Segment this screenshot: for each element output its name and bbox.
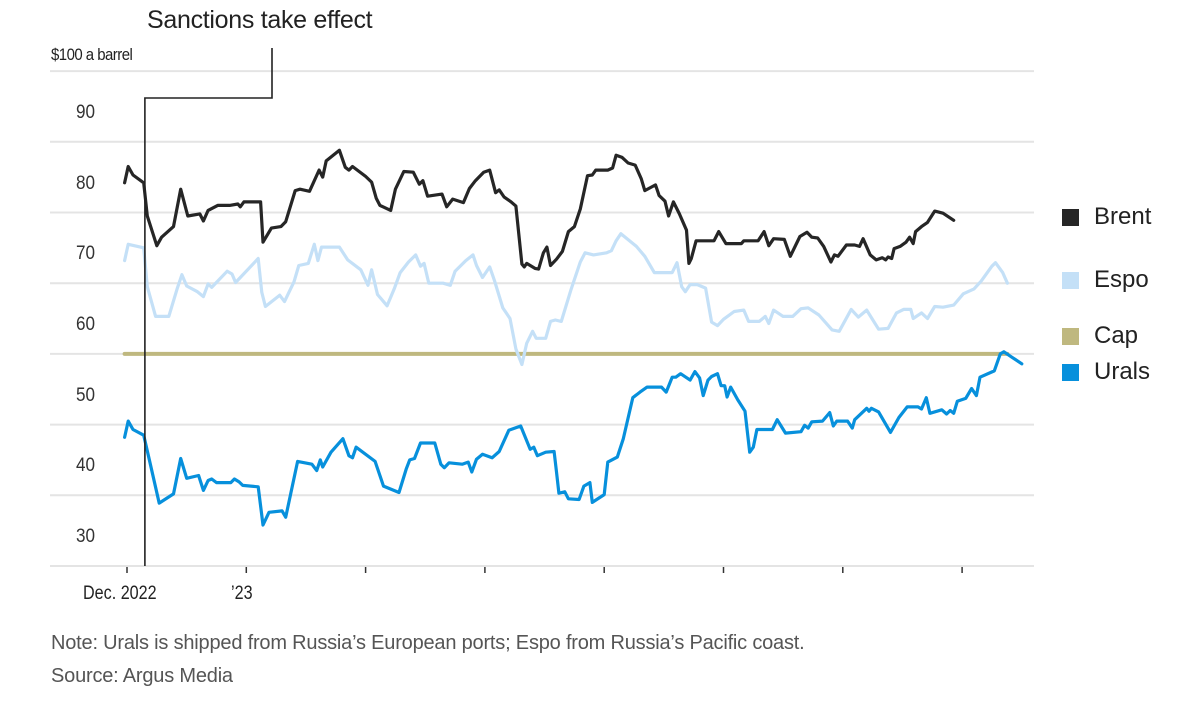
x-axis-ticks [126, 567, 963, 573]
legend-label-espo: Espo [1094, 266, 1149, 293]
legend-label-cap: Cap [1094, 322, 1139, 349]
series-line-espo [123, 232, 1009, 367]
series-lines [122, 148, 1024, 527]
footnote: Note: Urals is shipped from Russia’s Eur… [51, 632, 805, 654]
legend-swatch-brent [1062, 208, 1079, 226]
legend-swatch-espo [1062, 271, 1079, 289]
legend-label-urals: Urals [1094, 358, 1151, 385]
series-line-brent [123, 148, 956, 271]
y-tick-label-50: 50 [76, 384, 96, 406]
y-tick-label-70: 70 [76, 243, 96, 265]
legend-item-cap: Cap [1062, 322, 1138, 350]
series-line-urals [123, 350, 1024, 527]
sanctions-marker-line [144, 48, 273, 566]
x-tick-label-0: Dec. 2022 [83, 583, 157, 604]
y-axis-unit-label: $100 a barrel [51, 45, 133, 64]
sanctions-annotation [144, 48, 273, 566]
legend-item-urals: Urals [1062, 358, 1150, 386]
y-tick-label-30: 30 [76, 526, 96, 547]
gridlines [50, 70, 1034, 567]
legend-item-espo: Espo [1062, 266, 1149, 294]
source-line: Source: Argus Media [51, 665, 233, 687]
y-tick-label-80: 80 [76, 172, 96, 194]
y-tick-label-90: 90 [76, 101, 96, 123]
y-tick-label-60: 60 [76, 313, 96, 335]
y-tick-label-40: 40 [76, 455, 96, 477]
legend-item-brent: Brent [1062, 203, 1151, 231]
annotation-label: Sanctions take effect [147, 6, 373, 34]
legend-swatch-cap [1062, 327, 1079, 345]
legend-label-brent: Brent [1094, 203, 1152, 230]
legend-swatch-urals [1062, 363, 1079, 381]
x-tick-label-1: ’23 [231, 583, 253, 604]
